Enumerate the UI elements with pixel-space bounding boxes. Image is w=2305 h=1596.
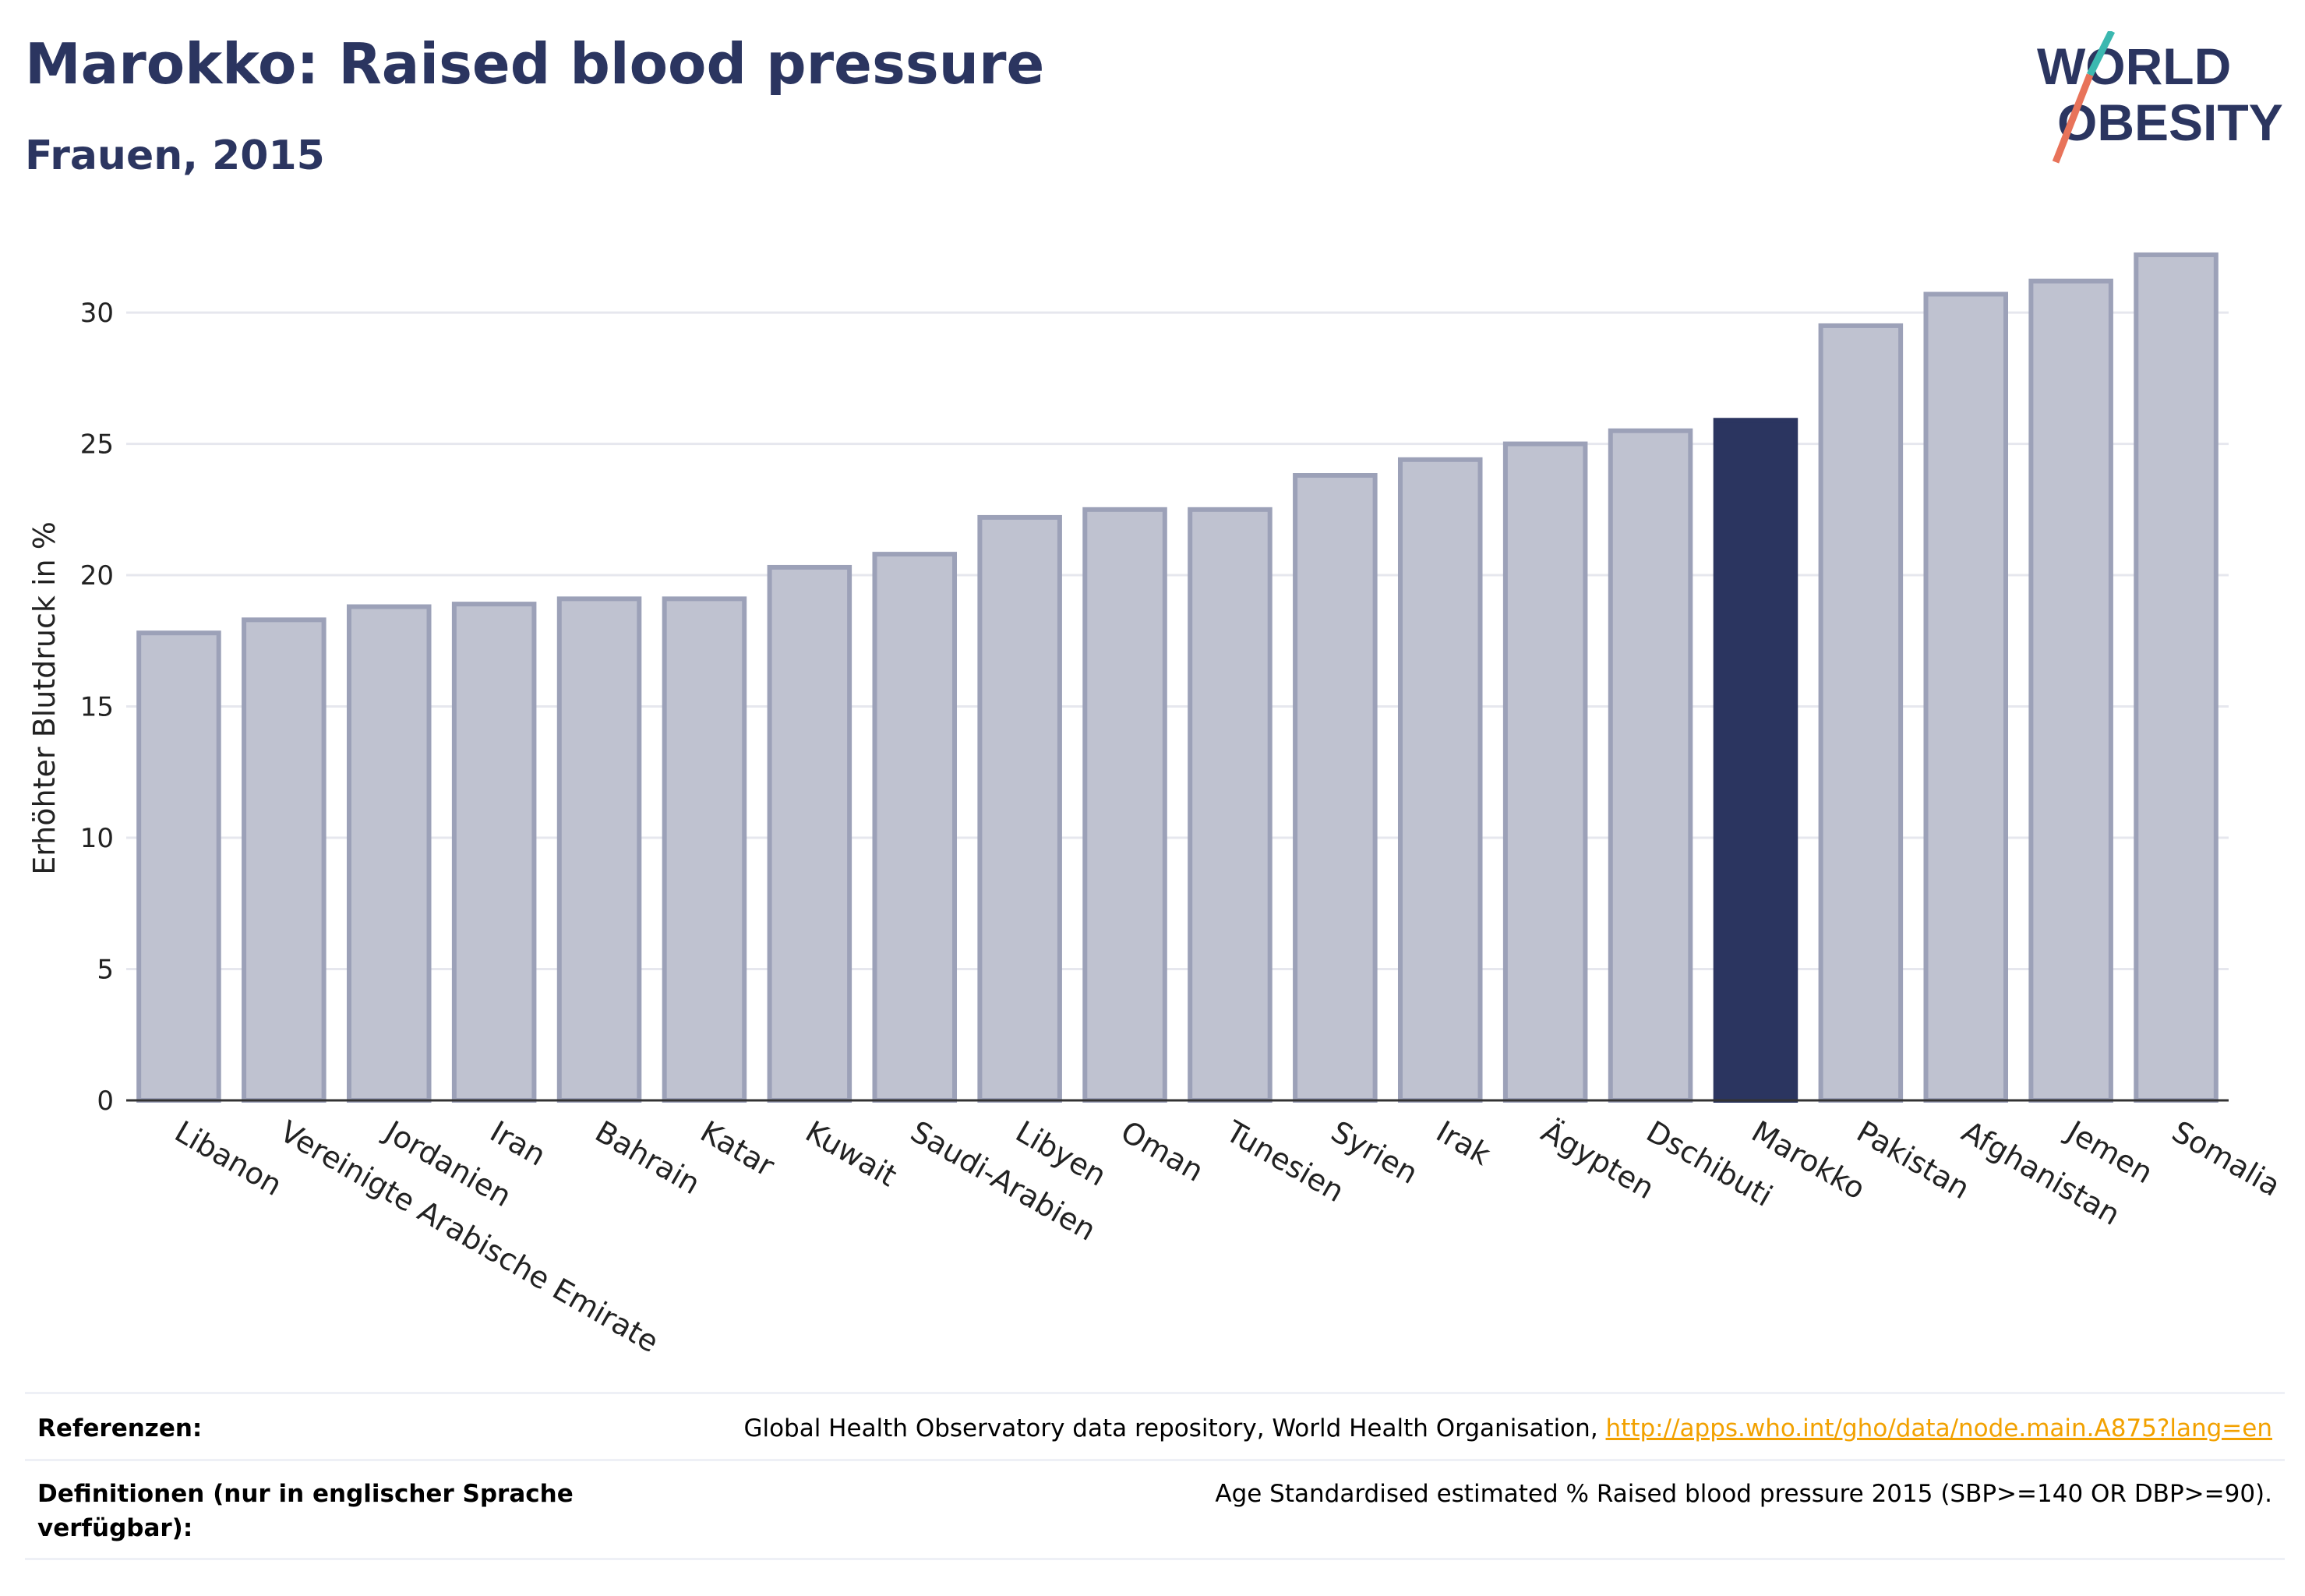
x-tick-label: Tunesien (1220, 1114, 1350, 1209)
logo-coral-stroke (2052, 73, 2094, 164)
bar-somalia (2134, 252, 2219, 1103)
bar-irak (1397, 457, 1483, 1103)
bar-iran (451, 602, 537, 1103)
bar-ägypten (1502, 441, 1588, 1103)
x-tick-label: Katar (694, 1114, 780, 1184)
bar-bahrain (556, 596, 642, 1103)
bar-marokko (1713, 418, 1798, 1103)
y-tick-label: 15 (80, 692, 114, 723)
bar-tunesien (1188, 507, 1273, 1103)
world-obesity-logo: WORLD OBESITY (2037, 31, 2283, 164)
bar-pakistan (1818, 323, 1904, 1103)
references-value: Global Health Observatory data repositor… (743, 1411, 2272, 1446)
x-tick-label: Kuwait (800, 1114, 902, 1194)
x-tick-label: Saudi-Arabien (905, 1114, 1101, 1248)
x-tick-label: Somalia (2166, 1114, 2286, 1203)
x-tick-label: Irak (1431, 1114, 1496, 1172)
definitions-value: Age Standardised estimated % Raised bloo… (1215, 1480, 2272, 1508)
bar-jemen (2028, 278, 2113, 1103)
bar-libyen (977, 514, 1062, 1103)
bar-afghanistan (1923, 291, 2009, 1103)
y-tick-label: 20 (80, 560, 114, 591)
x-tick-label: Bahrain (590, 1114, 706, 1202)
y-tick-label: 30 (80, 298, 114, 329)
bar-libanon (136, 630, 221, 1103)
x-tick-label: Libanon (169, 1114, 288, 1202)
logo-teal-stroke (2086, 31, 2116, 77)
bar-katar (662, 596, 747, 1103)
y-tick-label: 5 (97, 955, 114, 986)
y-tick-label: 25 (80, 429, 114, 461)
x-tick-label: Iran (485, 1114, 552, 1173)
y-tick-label: 10 (80, 823, 114, 854)
y-tick-label: 0 (97, 1086, 114, 1117)
chart-title: Marokko: Raised blood pressure (25, 31, 1045, 97)
bar-saudi-arabien (872, 552, 958, 1103)
bar-chart: 0 5 10 15 20 25 30 Erhöhter Blutdruck in % Liban… (27, 252, 2286, 1359)
bar-kuwait (767, 564, 852, 1103)
bar-vereinigte-arabische-emirate (242, 617, 327, 1103)
bar-syrien (1293, 473, 1378, 1103)
references-label: Referenzen: (37, 1414, 203, 1442)
definitions-label: Definitionen (nur in englischer Sprache … (37, 1480, 574, 1542)
references-link[interactable]: http://apps.who.int/gho/data/node.main.A… (1605, 1414, 2272, 1442)
logo-line2: OBESITY (2057, 94, 2283, 151)
x-tick-label: Oman (1115, 1114, 1209, 1188)
bar-oman (1082, 507, 1167, 1103)
x-tick-label: Pakistan (1851, 1114, 1975, 1206)
x-tick-label: Ägypten (1536, 1114, 1661, 1206)
definitions-row: Definitionen (nur in englischer Sprache … (25, 1459, 2285, 1560)
references-row: Referenzen: Global Health Observatory da… (25, 1392, 2285, 1461)
logo-line1: WORLD (2037, 37, 2231, 95)
bar-dschibuti (1608, 428, 1693, 1103)
chart-subtitle: Frauen, 2015 (25, 132, 325, 179)
bar-jordanien (346, 604, 432, 1103)
y-axis-label: Erhöhter Blutdruck in % (27, 521, 62, 875)
references-text: Global Health Observatory data repositor… (743, 1414, 1598, 1442)
